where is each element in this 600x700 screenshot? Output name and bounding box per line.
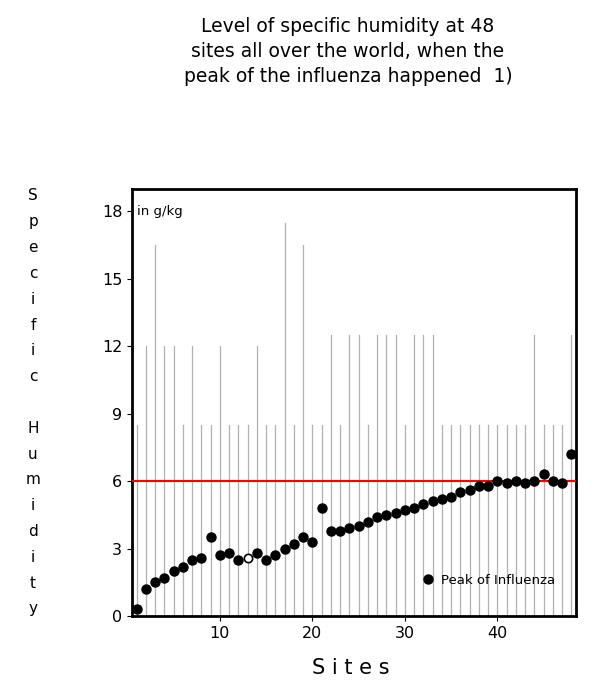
Text: i: i: [31, 550, 35, 565]
Text: e: e: [28, 240, 38, 255]
Text: u: u: [28, 447, 38, 461]
Text: d: d: [28, 524, 38, 539]
Text: H: H: [27, 421, 39, 436]
Text: in g/kg: in g/kg: [137, 204, 182, 218]
Text: t: t: [30, 575, 36, 591]
Text: peak of the influenza happened  1): peak of the influenza happened 1): [184, 66, 512, 85]
Text: S i t e s: S i t e s: [312, 659, 390, 678]
Text: y: y: [29, 601, 37, 617]
Text: i: i: [31, 498, 35, 513]
Text: sites all over the world, when the: sites all over the world, when the: [191, 42, 505, 61]
Text: i: i: [31, 292, 35, 307]
Legend: Peak of Influenza: Peak of Influenza: [416, 569, 560, 592]
Text: c: c: [29, 369, 37, 384]
Text: p: p: [28, 214, 38, 230]
Text: f: f: [31, 318, 35, 332]
Text: S: S: [28, 188, 38, 204]
Text: m: m: [26, 473, 40, 487]
Text: i: i: [31, 344, 35, 358]
Text: Level of specific humidity at 48: Level of specific humidity at 48: [202, 18, 494, 36]
Text: c: c: [29, 266, 37, 281]
